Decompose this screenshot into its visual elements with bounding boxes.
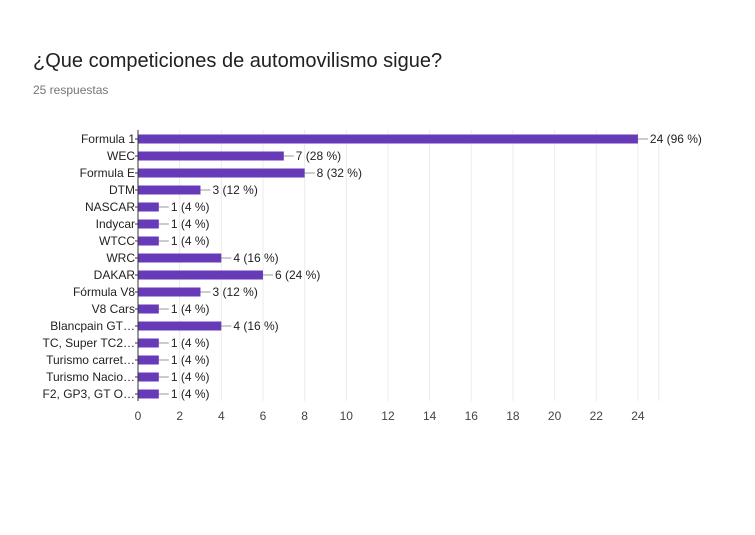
x-tick-label: 16 — [465, 409, 479, 423]
category-label: Blancpain GT… — [50, 319, 135, 333]
data-label: 8 (32 %) — [317, 166, 362, 180]
category-label: F2, GP3, GT O… — [43, 387, 135, 401]
data-label: 1 (4 %) — [171, 370, 210, 384]
category-label: Fórmula V8 — [73, 285, 135, 299]
category-label: WTCC — [99, 234, 135, 248]
category-label: WRC — [106, 251, 135, 265]
bar — [138, 270, 263, 280]
data-label: 3 (12 %) — [212, 285, 257, 299]
category-label: NASCAR — [85, 200, 135, 214]
category-label: WEC — [107, 149, 135, 163]
data-label: 1 (4 %) — [171, 353, 210, 367]
bar — [138, 304, 159, 314]
category-label: TC, Super TC2… — [43, 336, 135, 350]
x-tick-label: 12 — [381, 409, 395, 423]
bar — [138, 236, 159, 246]
x-tick-label: 8 — [301, 409, 308, 423]
data-label: 7 (28 %) — [296, 149, 341, 163]
bar — [138, 134, 638, 144]
category-label: V8 Cars — [92, 302, 135, 316]
category-label: DAKAR — [94, 268, 136, 282]
data-label: 4 (16 %) — [233, 319, 278, 333]
bar — [138, 168, 305, 178]
data-label: 4 (16 %) — [233, 251, 278, 265]
bar — [138, 219, 159, 229]
bar — [138, 389, 159, 399]
bar — [138, 338, 159, 348]
bar — [138, 151, 284, 161]
data-label: 1 (4 %) — [171, 387, 210, 401]
category-label: Turismo Nacio… — [46, 370, 135, 384]
bar — [138, 253, 222, 263]
data-label: 1 (4 %) — [171, 217, 210, 231]
x-tick-label: 20 — [548, 409, 562, 423]
category-label: Turismo carret… — [46, 353, 135, 367]
response-count: 25 respuestas — [33, 83, 109, 97]
category-label: DTM — [109, 183, 135, 197]
category-label: Indycar — [96, 217, 135, 231]
data-label: 1 (4 %) — [171, 234, 210, 248]
x-tick-label: 4 — [218, 409, 225, 423]
data-label: 1 (4 %) — [171, 336, 210, 350]
category-label: Formula E — [80, 166, 135, 180]
data-label: 3 (12 %) — [212, 183, 257, 197]
question-title: ¿Que competiciones de automovilismo sigu… — [33, 50, 443, 72]
axis — [135, 130, 139, 401]
x-tick-label: 10 — [340, 409, 354, 423]
bar — [138, 372, 159, 382]
x-tick-label: 0 — [135, 409, 142, 423]
x-tick-label: 2 — [176, 409, 183, 423]
data-label: 6 (24 %) — [275, 268, 320, 282]
bar — [138, 202, 159, 212]
bars — [138, 134, 638, 399]
x-tick-label: 18 — [506, 409, 520, 423]
x-tick-label: 6 — [260, 409, 267, 423]
x-tick-label: 24 — [631, 409, 645, 423]
data-label: 24 (96 %) — [650, 132, 702, 146]
data-label: 1 (4 %) — [171, 302, 210, 316]
x-tick-label: 14 — [423, 409, 437, 423]
bar — [138, 321, 222, 331]
data-label: 1 (4 %) — [171, 200, 210, 214]
value-connectors — [158, 138, 648, 395]
x-tick-label: 22 — [590, 409, 604, 423]
bar — [138, 355, 159, 365]
bar — [138, 185, 201, 195]
bar — [138, 287, 201, 297]
category-label: Formula 1 — [81, 132, 135, 146]
